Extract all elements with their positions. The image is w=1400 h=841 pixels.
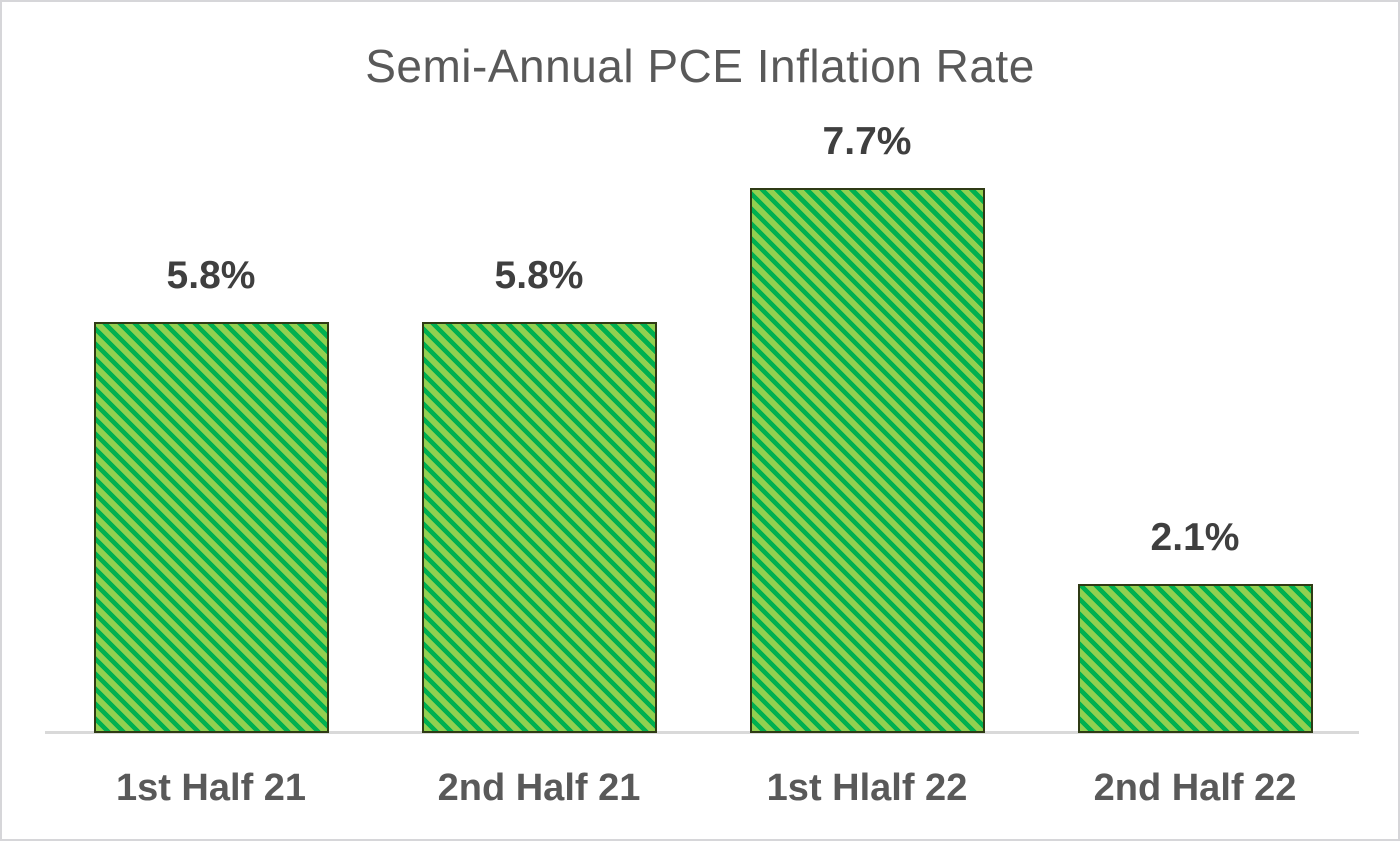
bar-2nd-half-22 [1077,584,1313,733]
bar-group-1st-half-22: 7.7% 1st Hlalf 22 [703,2,1031,809]
data-label: 5.8% [494,254,584,298]
data-label: 7.7% [822,119,912,163]
chart-title: Semi-Annual PCE Inflation Rate [365,40,1035,92]
category-label: 1st Half 21 [115,767,307,809]
bar-group-2nd-half-22: 2.1% 2nd Half 22 [1031,2,1359,809]
data-label: 2.1% [1150,516,1240,560]
bar-group-2nd-half-21: 5.8% 2nd Half 21 [375,2,703,809]
category-label: 2nd Half 21 [437,767,641,809]
bar-1st-half-21 [93,322,329,733]
bar-1st-half-22 [749,187,985,733]
bar-2nd-half-21 [421,322,657,733]
category-label: 1st Hlalf 22 [766,767,968,809]
x-axis-line [45,731,1359,734]
data-label: 5.8% [166,254,256,298]
bar-group-1st-half-21: 5.8% 1st Half 21 [47,2,375,809]
category-label: 2nd Half 22 [1093,767,1297,809]
